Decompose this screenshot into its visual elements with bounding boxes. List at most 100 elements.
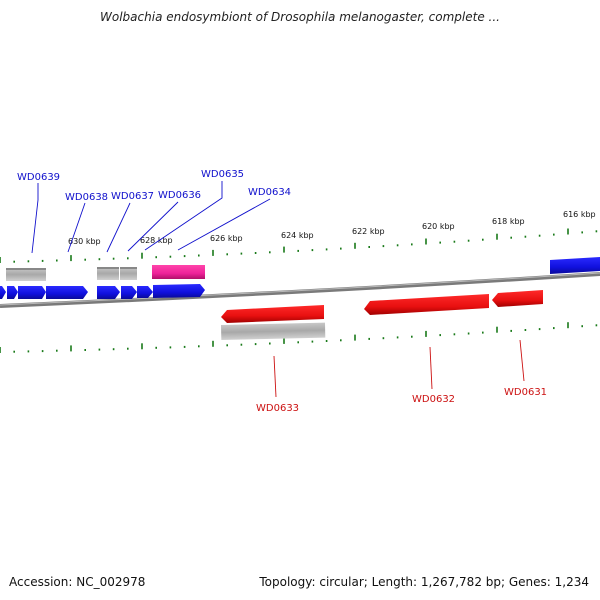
- tick-mark-minor: [396, 336, 399, 339]
- tick-mark-minor: [467, 239, 470, 242]
- gene-arrow[interactable]: [153, 284, 205, 298]
- tick-mark-minor: [254, 252, 257, 254]
- gene-label[interactable]: WD0638: [65, 192, 108, 203]
- tick-mark-minor: [84, 258, 86, 261]
- tick-mark-minor: [27, 350, 30, 353]
- tick-mark-minor: [112, 348, 115, 351]
- tick-mark-minor: [41, 350, 44, 353]
- tick-mark-major: [354, 242, 356, 249]
- tick-mark-minor: [510, 236, 512, 239]
- tick-mark-minor: [311, 249, 314, 252]
- tick-mark-minor: [155, 256, 157, 259]
- reverse-gene-labels: WD0633 WD0632 WD0631: [256, 387, 547, 414]
- gene-feature-highlight[interactable]: [152, 265, 205, 279]
- tick-label: 626 kbp: [210, 234, 243, 243]
- tick-mark-minor: [411, 243, 413, 246]
- tick-mark-minor: [439, 334, 441, 337]
- tick-mark-minor: [553, 327, 555, 330]
- tick-mark-major: [496, 326, 498, 333]
- tick-mark-minor: [467, 332, 470, 335]
- gene-arrow[interactable]: [46, 286, 88, 299]
- tick-mark-major: [141, 252, 143, 259]
- tick-mark-minor: [595, 230, 598, 233]
- tick-mark-minor: [396, 244, 399, 247]
- tick-mark-major: [496, 233, 498, 240]
- tick-mark-minor: [169, 255, 172, 258]
- tick-mark-minor: [183, 345, 186, 348]
- tick-mark-minor: [581, 231, 583, 234]
- tick-mark-major: [567, 322, 569, 329]
- tick-mark-major: [70, 255, 72, 262]
- gene-label[interactable]: WD0632: [412, 394, 455, 405]
- gene-label[interactable]: WD0633: [256, 403, 299, 414]
- tick-mark-minor: [382, 245, 385, 248]
- topology-text: Topology: circular; Length: 1,267,782 bp…: [259, 575, 589, 589]
- gene-feature[interactable]: [97, 267, 119, 280]
- tick-mark-minor: [254, 343, 257, 346]
- tick-mark-minor: [183, 255, 186, 258]
- tick-mark-major: [0, 257, 1, 263]
- gene-label[interactable]: WD0636: [158, 190, 201, 201]
- tick-mark-minor: [581, 325, 583, 328]
- tick-mark-minor: [325, 248, 328, 251]
- tick-mark-major: [0, 347, 1, 353]
- tick-mark-minor: [453, 240, 456, 243]
- forward-leader-lines: [31, 181, 271, 254]
- gene-arrow[interactable]: [137, 286, 153, 298]
- tick-mark-minor: [84, 349, 86, 351]
- tick-mark-minor: [41, 259, 44, 262]
- tick-mark-minor: [311, 340, 314, 343]
- tick-mark-minor: [340, 339, 342, 342]
- gene-label[interactable]: WD0637: [111, 191, 154, 202]
- gene-arrow[interactable]: [364, 294, 489, 315]
- tick-mark-minor: [553, 233, 555, 236]
- gene-arrow[interactable]: [121, 286, 137, 299]
- genome-backbone: [0, 272, 600, 308]
- gene-label[interactable]: WD0634: [248, 187, 291, 198]
- tick-mark-minor: [27, 260, 30, 263]
- tick-mark-minor: [524, 329, 527, 331]
- gene-arrow[interactable]: [18, 286, 46, 299]
- tick-mark-minor: [98, 258, 101, 261]
- gene-arrow[interactable]: [550, 257, 600, 274]
- gene-feature[interactable]: [221, 322, 326, 340]
- forward-gray-features: [6, 265, 205, 281]
- gene-arrow[interactable]: [492, 290, 543, 307]
- gene-label[interactable]: WD0635: [201, 169, 244, 180]
- gene-arrow[interactable]: [221, 305, 324, 323]
- gene-label[interactable]: WD0639: [17, 172, 60, 183]
- tick-mark-minor: [169, 346, 172, 349]
- tick-label: 628 kbp: [140, 236, 173, 245]
- tick-mark-major: [283, 337, 285, 344]
- tick-labels: 630 kbp 628 kbp 626 kbp 624 kbp 622 kbp …: [68, 210, 596, 246]
- tick-mark-minor: [595, 324, 598, 327]
- tick-mark-major: [141, 343, 143, 350]
- gene-arrow[interactable]: [7, 286, 18, 299]
- gene-feature[interactable]: [6, 268, 46, 281]
- tick-mark-minor: [112, 257, 115, 260]
- tick-mark-minor: [340, 247, 342, 250]
- gene-arrow[interactable]: [0, 286, 6, 299]
- tick-mark-minor: [482, 331, 484, 334]
- tick-mark-minor: [155, 346, 157, 349]
- gene-label[interactable]: WD0631: [504, 387, 547, 398]
- tick-mark-minor: [510, 329, 512, 332]
- tick-mark-minor: [240, 252, 243, 255]
- tick-label: 616 kbp: [563, 210, 596, 219]
- tick-mark-minor: [297, 341, 299, 344]
- tick-mark-minor: [382, 337, 385, 340]
- gene-arrow[interactable]: [97, 286, 120, 299]
- tick-mark-minor: [439, 241, 441, 244]
- gene-feature[interactable]: [120, 267, 137, 280]
- tick-row-lower: [0, 322, 598, 353]
- tick-mark-minor: [411, 335, 413, 338]
- tick-mark-minor: [453, 333, 456, 336]
- tick-mark-minor: [538, 234, 541, 237]
- tick-label: 622 kbp: [352, 227, 385, 236]
- tick-mark-minor: [127, 257, 129, 260]
- reverse-leader-lines: [273, 339, 525, 398]
- reverse-genes: [221, 290, 543, 340]
- tick-mark-minor: [226, 253, 228, 256]
- tick-mark-major: [425, 238, 427, 245]
